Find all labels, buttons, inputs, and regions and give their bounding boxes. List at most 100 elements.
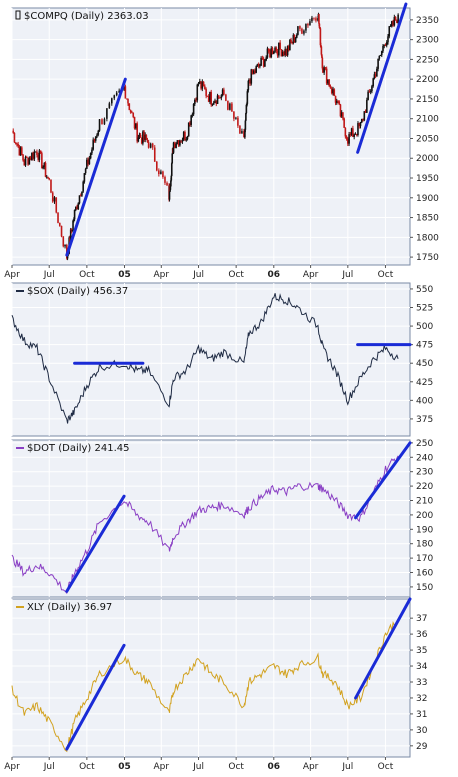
candle-body	[290, 39, 292, 43]
y-tick-label: 180	[416, 540, 433, 550]
candle-body	[250, 69, 253, 84]
candle-body	[239, 125, 241, 134]
candle-body	[249, 80, 251, 84]
candle-body	[243, 131, 245, 137]
candle-body	[124, 86, 127, 99]
candle-body	[97, 130, 100, 135]
candle-body	[69, 229, 72, 243]
candle-body	[247, 80, 250, 90]
candle-body	[248, 80, 250, 81]
panel-title: XLY (Daily) 36.97	[27, 602, 112, 613]
candle-body	[164, 176, 166, 183]
trendline	[354, 441, 412, 520]
candle-body	[19, 147, 22, 156]
candle-body	[355, 133, 358, 135]
candle-body	[295, 34, 298, 38]
candle-body	[254, 70, 256, 73]
y-tick-label: 2200	[416, 75, 439, 85]
candle-body	[278, 42, 280, 56]
candle-body	[195, 99, 197, 101]
y-tick-label: 31	[416, 710, 427, 720]
candle-body	[229, 103, 231, 110]
panel-title: $COMPQ (Daily) 2363.03	[24, 11, 149, 22]
candle-body	[360, 118, 363, 123]
x-tick-label: Oct	[378, 270, 394, 280]
y-tick-label: 210	[416, 496, 433, 506]
candle-body	[368, 91, 371, 93]
candle-body	[212, 102, 215, 105]
y-tick-label: 450	[416, 359, 433, 369]
x-tick-label: Jul	[341, 270, 353, 280]
series-line	[11, 293, 399, 424]
candle-body	[387, 36, 389, 43]
candle-body	[184, 131, 186, 141]
candle-body	[283, 51, 285, 56]
x-tick-label: 06	[268, 762, 281, 772]
candle-body	[145, 134, 148, 140]
candle-body	[191, 114, 194, 116]
candle-body	[88, 158, 91, 165]
y-tick-label: 200	[416, 511, 433, 521]
candle-body	[202, 81, 205, 87]
candle-body	[334, 95, 337, 103]
candle-body	[96, 134, 98, 137]
candle-body	[309, 21, 311, 26]
candle-body	[166, 182, 168, 186]
candle-body	[246, 91, 249, 104]
candle-body	[41, 153, 43, 169]
candle-body	[270, 48, 273, 58]
y-tick-label: 2300	[416, 36, 439, 46]
candle-body	[284, 48, 287, 56]
candle-body	[12, 130, 15, 133]
candle-body	[221, 89, 224, 96]
candle-body	[344, 127, 347, 137]
xly-panel: 29 30 31 32 33 34 35 36 37 XLY (Daily) 36.97	[11, 597, 428, 758]
candle-body	[362, 118, 364, 121]
candle-body	[160, 171, 162, 175]
y-tick-label: 32	[416, 694, 427, 704]
x-tick-label: Jul	[192, 270, 204, 280]
candle-body	[170, 175, 173, 181]
candle-body	[50, 179, 52, 193]
y-tick-label: 33	[416, 678, 427, 688]
candle-body	[143, 131, 145, 140]
candle-body	[22, 154, 24, 161]
x-tick-label: Apr	[303, 270, 319, 280]
candle-body	[328, 79, 331, 87]
candle-body	[151, 143, 154, 148]
candle-body	[378, 55, 381, 59]
y-tick-label: 475	[416, 341, 433, 351]
candle-body	[108, 103, 111, 109]
candle-body	[321, 57, 324, 69]
candle-body	[293, 34, 296, 43]
candle-body	[186, 136, 189, 140]
x-tick-label: 06	[268, 270, 281, 280]
panel-title: $SOX (Daily) 456.37	[27, 286, 128, 297]
candle-body	[396, 20, 398, 24]
candle-body	[162, 171, 164, 177]
series-line	[11, 455, 399, 594]
y-tick-label: 550	[416, 285, 433, 295]
candle-body	[73, 219, 75, 221]
candle-body	[81, 191, 83, 196]
candle-body	[146, 139, 149, 143]
candle-body	[320, 46, 323, 55]
candle-body	[275, 47, 278, 51]
candle-body	[142, 131, 144, 144]
candle-body	[156, 161, 158, 171]
panel-background	[11, 439, 411, 598]
candle-body	[220, 95, 223, 98]
candle-body	[71, 230, 74, 232]
candle-body	[132, 112, 135, 117]
y-tick-label: 1800	[416, 233, 439, 243]
candle-body	[315, 18, 317, 21]
candle-body	[374, 74, 377, 77]
candle-body	[111, 98, 113, 104]
candle-body	[281, 51, 284, 57]
candle-body	[359, 122, 362, 127]
candle-body	[214, 100, 216, 103]
y-tick-label: 500	[416, 322, 433, 332]
candle-body	[170, 180, 172, 187]
y-tick-label: 170	[416, 554, 433, 564]
